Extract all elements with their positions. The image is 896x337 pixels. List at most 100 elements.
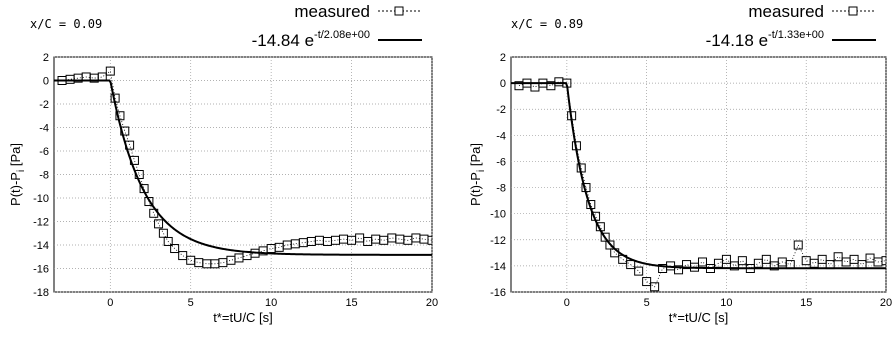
measured-point xyxy=(881,256,886,266)
measured-point xyxy=(745,264,755,273)
y-tick-label: -14 xyxy=(490,261,506,273)
measured-point xyxy=(562,78,572,88)
y-tick-label: -6 xyxy=(496,156,506,168)
measured-point xyxy=(139,184,149,194)
y-tick-label: -14 xyxy=(33,240,49,252)
measured-point xyxy=(586,200,596,210)
measured-point xyxy=(170,244,180,254)
legend-label-measured: measured xyxy=(294,2,370,21)
measured-point xyxy=(530,82,540,92)
measured-point xyxy=(314,235,324,245)
measured-point xyxy=(355,233,365,243)
measured-point xyxy=(120,126,130,136)
measured-point xyxy=(322,236,332,246)
fit-label-exponent: -t/2.08e+00 xyxy=(314,29,370,41)
y-tick-label: 0 xyxy=(43,76,49,88)
measured-point xyxy=(427,235,432,245)
y-axis-label: P(t)-Pi [Pa] xyxy=(468,143,487,206)
measured-point xyxy=(841,257,851,267)
measured-point xyxy=(605,240,615,250)
x-tick-label: 15 xyxy=(800,297,812,309)
measured-point xyxy=(634,266,644,276)
measured-point xyxy=(801,256,811,266)
measured-point xyxy=(554,77,564,87)
measured-point xyxy=(690,262,700,272)
measured-point xyxy=(849,254,859,264)
legend-marker-square xyxy=(394,6,404,16)
measured-point xyxy=(387,233,397,243)
legend-label-measured: measured xyxy=(748,2,824,21)
measured-point xyxy=(97,72,107,82)
measured-point xyxy=(290,239,300,249)
legend: measured -14.84 e-t/2.08e+00 xyxy=(252,2,422,50)
x-tick-label: 10 xyxy=(720,297,732,309)
position-annotation: x/C = 0.89 xyxy=(511,17,583,31)
measured-point xyxy=(379,235,389,245)
y-tick-label: -2 xyxy=(39,99,49,111)
measured-point xyxy=(595,222,605,232)
measured-point xyxy=(158,228,168,238)
position-annotation: x/C = 0.09 xyxy=(30,17,102,31)
measured-point xyxy=(825,260,835,270)
measured-point xyxy=(793,240,803,250)
measured-point xyxy=(178,251,188,261)
legend-label-fit: -14.84 e-t/2.08e+00 xyxy=(252,29,370,50)
fit-label-main: -14.84 e xyxy=(252,31,314,50)
x-tick-label: 0 xyxy=(107,297,113,309)
x-tick-label: 0 xyxy=(564,297,570,309)
y-tick-label: 0 xyxy=(500,78,506,90)
x-tick-label: 5 xyxy=(188,297,194,309)
y-axis-label-main: P(t)-P xyxy=(468,172,483,206)
y-tick-label: -4 xyxy=(39,123,49,135)
y-tick-label: -12 xyxy=(33,217,49,229)
measured-point xyxy=(581,183,591,193)
measured-point xyxy=(202,259,212,269)
measured-point xyxy=(753,258,763,268)
legend-marker-square xyxy=(848,6,858,16)
measured-point xyxy=(154,219,164,229)
measured-point xyxy=(576,163,586,173)
y-axis-label-main: P(t)-P xyxy=(8,172,23,206)
y-tick-label: 2 xyxy=(500,52,506,64)
measured-point xyxy=(298,238,308,248)
measured-point xyxy=(134,170,144,179)
y-axis-label-unit: [Pa] xyxy=(8,143,23,170)
measured-point xyxy=(737,256,747,266)
measured-point xyxy=(833,252,843,262)
y-tick-label: -6 xyxy=(39,146,49,158)
y-tick-label: -18 xyxy=(33,287,49,299)
measured-point xyxy=(591,211,601,221)
plot-area xyxy=(511,77,886,292)
x-tick-label: 5 xyxy=(644,297,650,309)
measured-point xyxy=(600,232,610,242)
measured-point xyxy=(761,254,771,264)
fit-label-main: -14.18 e xyxy=(706,31,768,50)
measured-point xyxy=(65,74,75,84)
legend-label-fit: -14.18 e-t/1.33e+00 xyxy=(706,29,824,50)
measured-point xyxy=(567,111,577,121)
measured-point xyxy=(697,257,707,267)
y-axis-label: P(t)-Pi [Pa] xyxy=(8,143,27,206)
x-tick-label: 10 xyxy=(265,297,277,309)
measured-point xyxy=(817,254,827,264)
y-tick-label: -16 xyxy=(490,287,506,299)
chart-panel-right: 20-2-4-6-8-10-12-14-160 5 10 15 20t*=tU/C [s… xyxy=(468,2,892,325)
measured-point xyxy=(785,260,795,270)
measured-point xyxy=(610,248,620,258)
measured-point xyxy=(186,255,196,265)
measured-point xyxy=(218,258,228,268)
measured-point xyxy=(571,141,581,151)
measured-point xyxy=(721,254,731,264)
measured-point xyxy=(626,260,636,270)
y-tick-label: -10 xyxy=(490,209,506,221)
y-tick-label: -16 xyxy=(33,264,49,276)
y-tick-label: -2 xyxy=(496,104,506,116)
measured-point xyxy=(194,258,204,268)
measured-point xyxy=(144,197,154,207)
y-tick-label: -4 xyxy=(496,130,506,142)
y-tick-label: -12 xyxy=(490,235,506,247)
measured-point xyxy=(163,236,173,246)
x-axis-label: t*=tU/C [s] xyxy=(669,310,729,325)
measured-point xyxy=(226,255,236,265)
